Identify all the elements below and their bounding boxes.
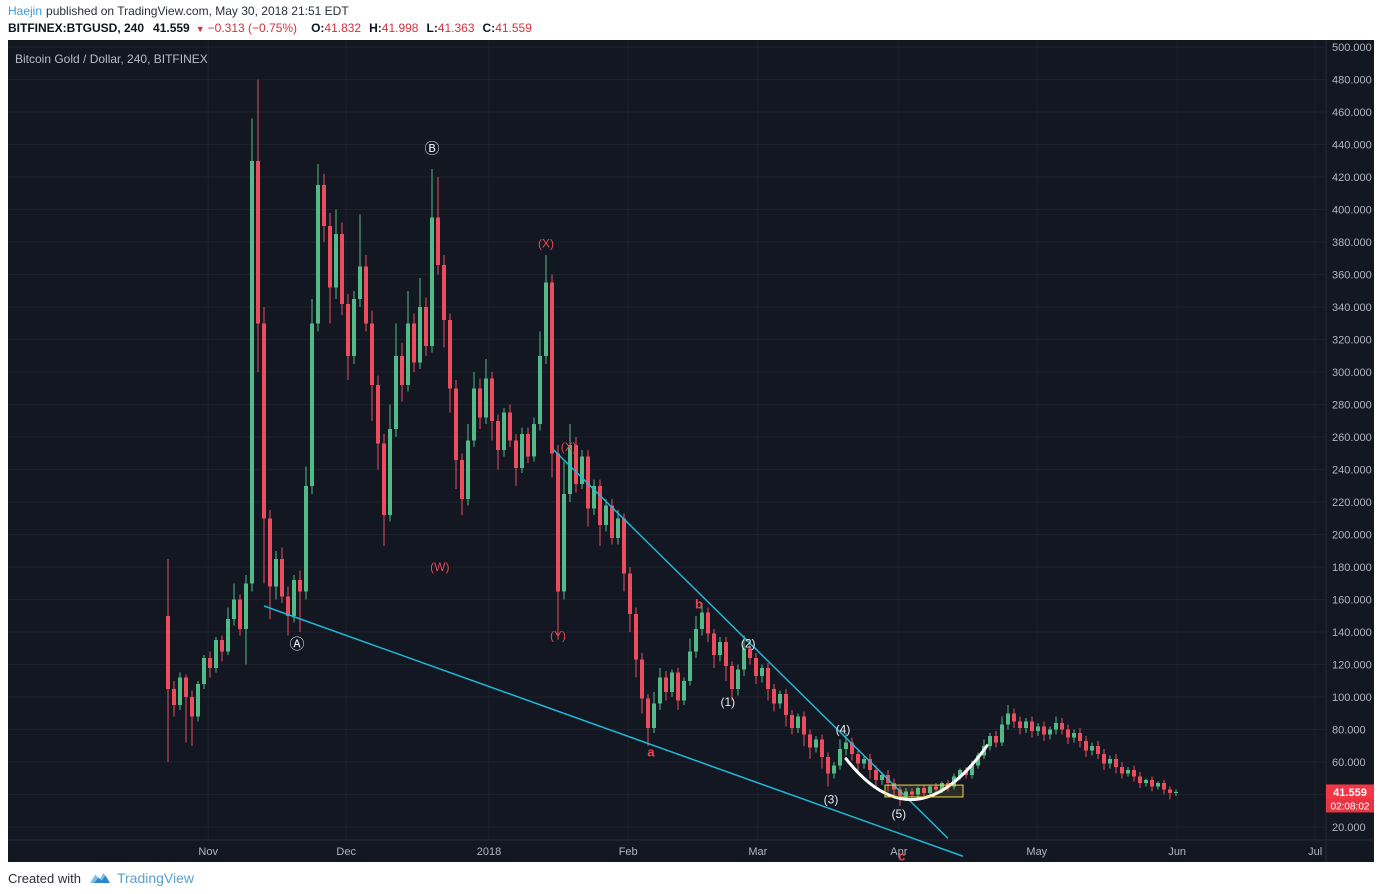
svg-text:500.000: 500.000 bbox=[1332, 42, 1372, 54]
bar-countdown-label: 02:08:02 bbox=[1326, 799, 1374, 813]
svg-text:80.000: 80.000 bbox=[1332, 725, 1366, 737]
svg-text:Mar: Mar bbox=[748, 846, 767, 858]
price-change: −0.313 (−0.75%) bbox=[207, 21, 298, 35]
svg-text:380.000: 380.000 bbox=[1332, 237, 1372, 249]
symbol-line: BITFINEX:BTGUSD, 240 41.559 ▼ −0.313 (−0.75… bbox=[8, 21, 532, 35]
wave-label[interactable]: (2) bbox=[741, 636, 756, 650]
svg-text:300.000: 300.000 bbox=[1332, 367, 1372, 379]
svg-text:140.000: 140.000 bbox=[1332, 627, 1372, 639]
wave-label[interactable]: (4) bbox=[836, 723, 851, 737]
svg-text:Jul: Jul bbox=[1308, 846, 1322, 858]
author-link[interactable]: Haejin bbox=[8, 4, 43, 18]
svg-text:02:08:02: 02:08:02 bbox=[1331, 801, 1370, 812]
rectangle-drawing[interactable] bbox=[884, 784, 964, 798]
created-with-text: Created with bbox=[8, 870, 81, 886]
wave-label[interactable]: a bbox=[647, 744, 655, 759]
wave-label[interactable]: (5) bbox=[891, 807, 906, 821]
chart-area[interactable]: Bitcoin Gold / Dollar, 240, BITFINEX 500… bbox=[8, 40, 1374, 862]
tradingview-link[interactable]: TradingView bbox=[116, 870, 195, 886]
svg-text:180.000: 180.000 bbox=[1332, 562, 1372, 574]
wave-label[interactable]: (X) bbox=[538, 237, 554, 251]
svg-text:200.000: 200.000 bbox=[1332, 530, 1372, 542]
svg-text:480.000: 480.000 bbox=[1332, 75, 1372, 87]
svg-text:Jun: Jun bbox=[1168, 846, 1186, 858]
svg-text:400.000: 400.000 bbox=[1332, 205, 1372, 217]
svg-text:41.559: 41.559 bbox=[1333, 787, 1367, 799]
trendline-drawing[interactable] bbox=[553, 449, 949, 839]
wave-label[interactable]: Ⓑ bbox=[424, 140, 439, 157]
svg-text:280.000: 280.000 bbox=[1332, 400, 1372, 412]
svg-text:120.000: 120.000 bbox=[1332, 660, 1372, 672]
attribution-header: Haejin published on TradingView.com, May … bbox=[0, 0, 1380, 40]
svg-text:Nov: Nov bbox=[198, 846, 218, 858]
arc-drawing[interactable] bbox=[844, 744, 989, 802]
svg-text:20.000: 20.000 bbox=[1332, 822, 1366, 834]
wave-label[interactable]: b bbox=[695, 596, 703, 611]
svg-text:2018: 2018 bbox=[477, 846, 501, 858]
price-axis[interactable]: 500.000 480.000 460.000 440.000 420.000 400.0… bbox=[1332, 42, 1372, 834]
low-value: L:41.363 bbox=[426, 21, 475, 35]
svg-text:Feb: Feb bbox=[619, 846, 638, 858]
publish-line: Haejin published on TradingView.com, May … bbox=[8, 4, 349, 18]
svg-text:220.000: 220.000 bbox=[1332, 497, 1372, 509]
header-last-price: 41.559 bbox=[153, 21, 190, 35]
svg-text:May: May bbox=[1026, 846, 1047, 858]
wave-label[interactable]: (X) bbox=[561, 440, 577, 454]
open-value: O:41.832 bbox=[311, 21, 362, 35]
wave-label[interactable]: (Y) bbox=[550, 628, 566, 642]
svg-text:160.000: 160.000 bbox=[1332, 595, 1372, 607]
footer: Created with TradingView bbox=[0, 862, 1380, 894]
svg-text:Apr: Apr bbox=[890, 846, 907, 858]
wave-label[interactable]: (W) bbox=[430, 560, 449, 574]
time-axis[interactable]: Nov Dec 2018 Feb Mar Apr May Jun Jul bbox=[198, 846, 1322, 858]
svg-text:340.000: 340.000 bbox=[1332, 302, 1372, 314]
wave-label[interactable]: (3) bbox=[824, 792, 839, 806]
published-text: published on TradingView.com, May 30, 20… bbox=[46, 4, 349, 18]
symbol-title: BITFINEX:BTGUSD, 240 bbox=[8, 21, 145, 35]
svg-text:240.000: 240.000 bbox=[1332, 465, 1372, 477]
tradingview-logo-icon[interactable] bbox=[89, 870, 111, 886]
svg-text:Dec: Dec bbox=[336, 846, 356, 858]
wave-label[interactable]: (1) bbox=[720, 695, 735, 709]
svg-text:320.000: 320.000 bbox=[1332, 335, 1372, 347]
svg-text:460.000: 460.000 bbox=[1332, 107, 1372, 119]
chart-title: Bitcoin Gold / Dollar, 240, BITFINEX bbox=[15, 52, 208, 66]
high-value: H:41.998 bbox=[369, 21, 419, 35]
down-triangle-icon: ▼ bbox=[195, 24, 205, 34]
wave-label[interactable]: c bbox=[898, 848, 905, 862]
grid-layer bbox=[8, 40, 1326, 840]
candles-layer bbox=[166, 79, 1178, 806]
svg-text:440.000: 440.000 bbox=[1332, 140, 1372, 152]
svg-text:420.000: 420.000 bbox=[1332, 172, 1372, 184]
last-price-label: 41.559 bbox=[1326, 784, 1374, 800]
svg-text:360.000: 360.000 bbox=[1332, 270, 1372, 282]
wave-label[interactable]: Ⓐ bbox=[289, 636, 304, 653]
trendline-drawing[interactable] bbox=[263, 605, 964, 857]
close-value: C:41.559 bbox=[482, 21, 532, 35]
svg-text:100.000: 100.000 bbox=[1332, 692, 1372, 704]
svg-text:60.000: 60.000 bbox=[1332, 757, 1366, 769]
chart-canvas[interactable]: 500.000 480.000 460.000 440.000 420.000 400.0… bbox=[8, 40, 1374, 862]
svg-text:260.000: 260.000 bbox=[1332, 432, 1372, 444]
